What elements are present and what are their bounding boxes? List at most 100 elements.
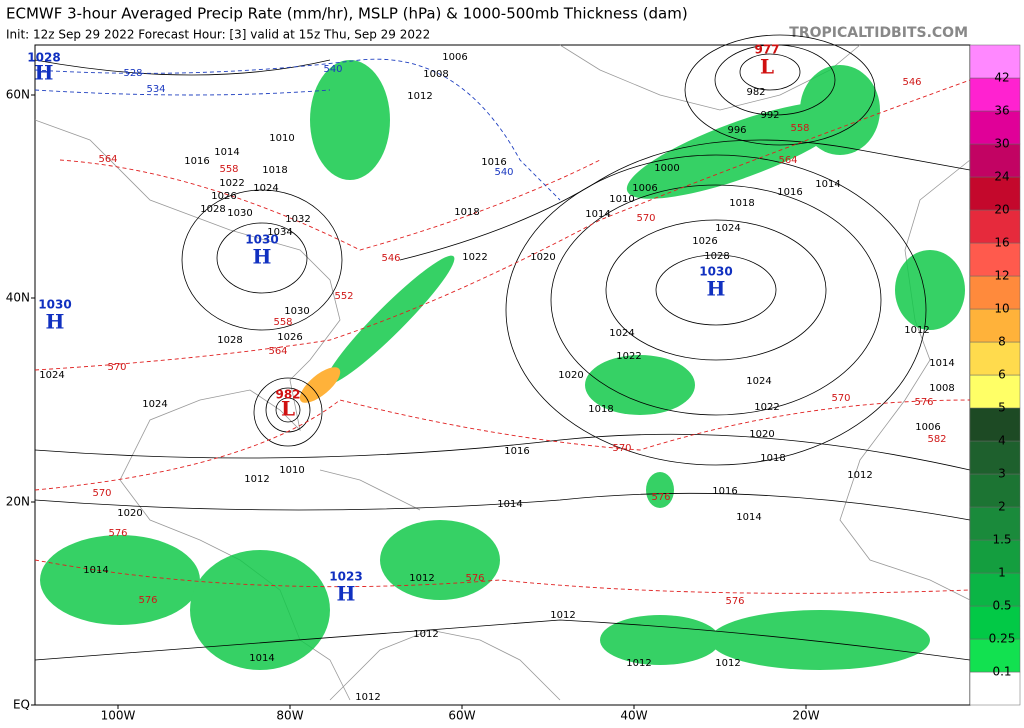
isobar (550, 184, 882, 416)
isobar-label: 1014 (249, 653, 274, 664)
isobar-label: 1028 (200, 204, 225, 215)
colorbar-bin (969, 407, 1021, 442)
center-letter: H (337, 582, 356, 606)
colorbar-bin (969, 539, 1021, 574)
isobar (34, 492, 971, 521)
thickness-label: 528 (123, 68, 142, 79)
isobar (605, 219, 827, 361)
isobar-label: 1020 (117, 508, 142, 519)
precip-area (800, 65, 880, 155)
isobar-label: 1012 (626, 658, 651, 669)
isobar-label: 996 (727, 125, 746, 136)
isobar-label: 992 (760, 110, 779, 121)
isobar-label: 1014 (815, 179, 840, 190)
isobar-label: 1008 (423, 69, 448, 80)
thickness-label: 546 (902, 77, 921, 88)
colorbar-bin (969, 440, 1021, 475)
colorbar-label: 24 (994, 170, 1009, 184)
isobar-label: 1030 (227, 208, 252, 219)
isobar-label: 1022 (616, 351, 641, 362)
isobar-label: 1012 (409, 573, 434, 584)
center-value: 982 (275, 388, 300, 402)
thickness-line (59, 159, 601, 251)
isobar-label: 1022 (219, 178, 244, 189)
title: ECMWF 3-hour Averaged Precip Rate (mm/hr… (6, 5, 688, 23)
isobar-label: 1016 (712, 486, 737, 497)
isobar-label: 1016 (184, 156, 209, 167)
isobar-label: 1020 (749, 429, 774, 440)
isobar-label: 1022 (754, 402, 779, 413)
isobar-label: 1006 (632, 183, 657, 194)
isobar-label: 1008 (929, 383, 954, 394)
isobar (655, 254, 777, 326)
isobar-label: 1014 (497, 499, 522, 510)
isobar-label: 1012 (715, 658, 740, 669)
isobar-label: 1012 (413, 629, 438, 640)
center-letter: H (35, 61, 54, 85)
isobar-label: 1010 (609, 194, 634, 205)
colorbar-bin (969, 671, 1021, 706)
isobar (216, 222, 308, 294)
thickness-label: 576 (651, 492, 670, 503)
thickness-label: 564 (98, 154, 117, 165)
colorbar-label: 2 (998, 500, 1006, 514)
thickness-label: 564 (268, 346, 287, 357)
center-letter: L (760, 55, 774, 79)
isobar-label: 1016 (777, 187, 802, 198)
isobar-label: 1018 (729, 198, 754, 209)
lat-label: EQ (13, 698, 30, 712)
thickness-label: 576 (914, 397, 933, 408)
center-value: 1023 (329, 570, 362, 584)
colorbar-label: 20 (994, 203, 1009, 217)
colorbar-bin (969, 473, 1021, 508)
isobar-label: 1026 (277, 332, 302, 343)
isobar-label: 1014 (929, 358, 954, 369)
isobar (34, 433, 971, 471)
colorbar-bin (969, 506, 1021, 541)
colorbar-label: 4 (998, 434, 1006, 448)
colorbar-label: 10 (994, 302, 1009, 316)
isobar-label: 1016 (481, 157, 506, 168)
center-value: 1030 (38, 298, 71, 312)
subtitle: Init: 12z Sep 29 2022 Forecast Hour: [3]… (6, 28, 430, 42)
thickness-label: 570 (831, 393, 850, 404)
thickness-label: 564 (778, 155, 797, 166)
lat-label: 40N (6, 291, 30, 305)
isobar (714, 44, 836, 116)
lon-label: 100W (101, 709, 136, 723)
isobar-label: 1010 (269, 133, 294, 144)
thickness-label: 552 (334, 291, 353, 302)
colorbar-label: 42 (994, 71, 1009, 85)
precip-area (626, 101, 854, 199)
isobar-label: 1018 (760, 453, 785, 464)
isobar (265, 387, 311, 433)
lon-label: 60W (448, 709, 475, 723)
precip-area (646, 472, 674, 508)
site-credit: TROPICALTIDBITS.COM (789, 25, 968, 41)
isobar-label: 1016 (504, 446, 529, 457)
center-value: 1028 (27, 51, 60, 65)
thickness-label: 576 (138, 595, 157, 606)
colorbar-bin (969, 209, 1021, 244)
isobar-label: 1012 (407, 91, 432, 102)
lat-label: 20N (6, 495, 30, 509)
thickness-label: 570 (92, 488, 111, 499)
thickness-label: 576 (108, 528, 127, 539)
thickness-label: 558 (219, 164, 238, 175)
isobar (34, 619, 971, 661)
colorbar-bin (969, 242, 1021, 277)
isobar-label: 1024 (142, 399, 167, 410)
precip-area (380, 520, 500, 600)
colorbar-label: 3 (998, 467, 1006, 481)
center-value: 977 (754, 43, 779, 57)
isobar-label: 1012 (550, 610, 575, 621)
isobar-label: 1012 (904, 325, 929, 336)
center-letter: L (281, 397, 295, 421)
isobar (399, 139, 971, 261)
precip-area (310, 60, 390, 180)
isobar-label: 1006 (442, 52, 467, 63)
isobar-label: 1026 (211, 191, 236, 202)
coast-europe-africa (839, 159, 971, 601)
isobar-label: 1034 (267, 227, 292, 238)
